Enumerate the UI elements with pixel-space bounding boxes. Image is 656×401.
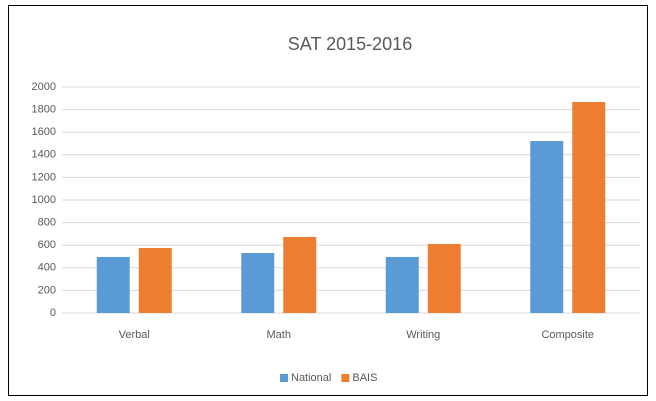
y-tick-label: 800 bbox=[38, 217, 56, 229]
x-tick-label: Verbal bbox=[119, 329, 150, 341]
bar bbox=[572, 102, 606, 314]
bar bbox=[427, 243, 461, 313]
y-tick-label: 1400 bbox=[32, 149, 56, 161]
y-tick-label: 1000 bbox=[32, 194, 56, 206]
y-tick-label: 400 bbox=[38, 262, 56, 274]
bar bbox=[96, 256, 130, 313]
y-tick-label: 1800 bbox=[32, 104, 56, 116]
legend-label: BAIS bbox=[352, 372, 377, 384]
y-tick-label: 2000 bbox=[32, 81, 56, 93]
y-tick-label: 1200 bbox=[32, 171, 56, 183]
y-tick-label: 600 bbox=[38, 239, 56, 251]
bar bbox=[283, 236, 317, 313]
bar bbox=[385, 256, 419, 313]
x-tick-label: Writing bbox=[406, 329, 440, 341]
legend-swatch bbox=[280, 374, 288, 382]
y-tick-label: 200 bbox=[38, 284, 56, 296]
bar bbox=[241, 252, 275, 313]
legend-swatch bbox=[341, 374, 350, 382]
bar bbox=[138, 248, 172, 313]
chart-title: SAT 2015-2016 bbox=[288, 34, 412, 54]
y-tick-label: 1600 bbox=[32, 126, 56, 138]
y-tick-label: 0 bbox=[50, 307, 56, 319]
legend-label: National bbox=[291, 372, 331, 384]
x-tick-label: Math bbox=[267, 329, 291, 341]
x-tick-label: Composite bbox=[541, 329, 594, 341]
bar bbox=[530, 141, 564, 313]
